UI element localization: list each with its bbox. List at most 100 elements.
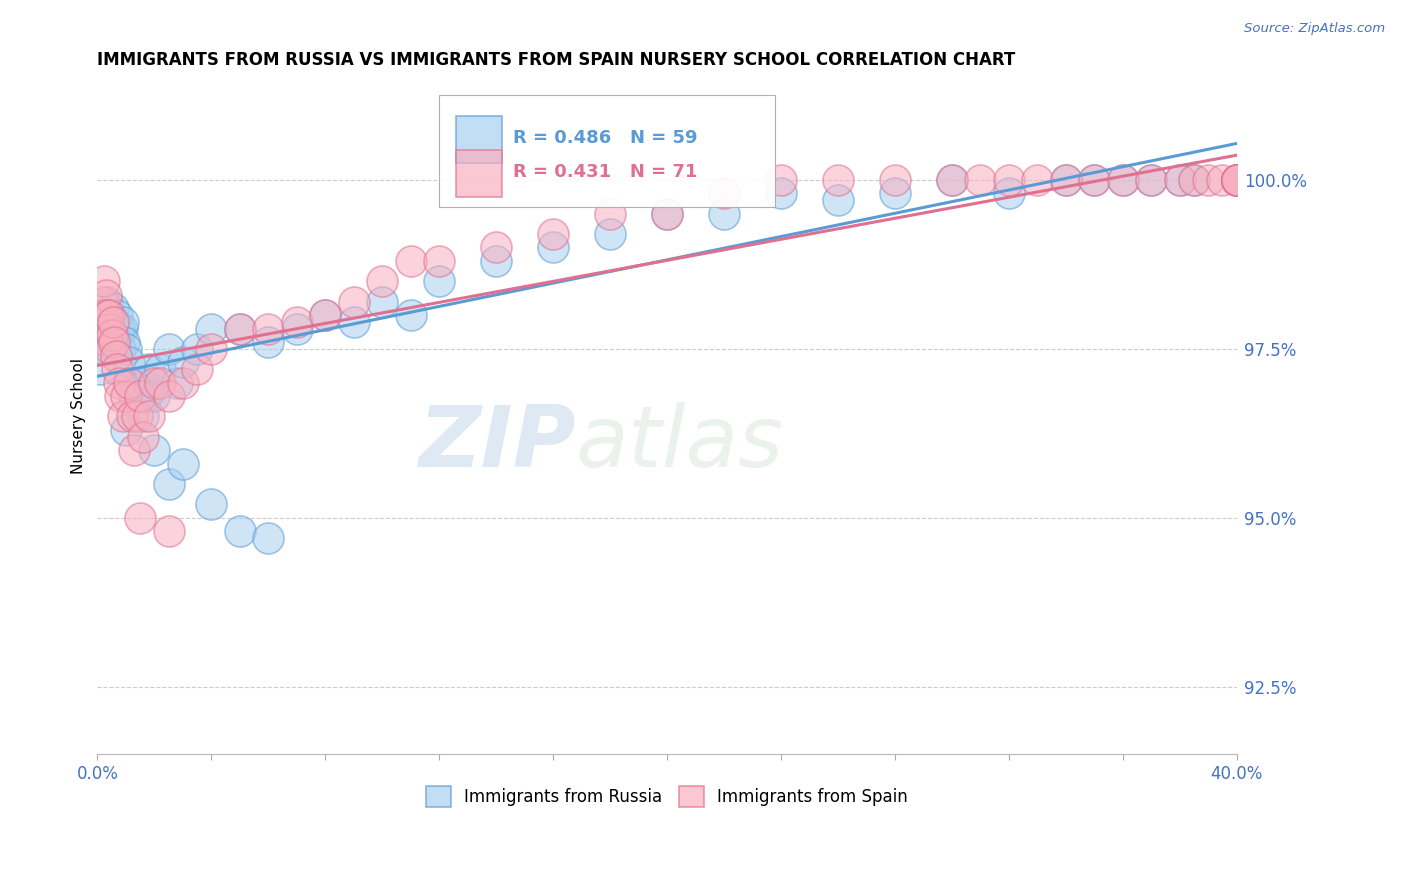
Point [399, 308, 422, 322]
Text: atlas: atlas [576, 402, 785, 485]
Point [1211, 173, 1233, 187]
Point [107, 376, 129, 390]
Point [1140, 173, 1163, 187]
Point [143, 376, 166, 390]
Point [371, 294, 394, 309]
Point [229, 321, 252, 335]
Point [1026, 173, 1049, 187]
Point [132, 430, 155, 444]
Point [1226, 173, 1249, 187]
Point [1182, 173, 1205, 187]
Point [485, 254, 508, 268]
Point [1226, 173, 1249, 187]
Point [257, 531, 280, 545]
Point [127, 409, 149, 424]
Point [89, 308, 111, 322]
Point [1054, 173, 1077, 187]
Text: Source: ZipAtlas.com: Source: ZipAtlas.com [1244, 22, 1385, 36]
Point [90, 321, 112, 335]
Point [103, 315, 125, 329]
Point [1226, 173, 1249, 187]
Point [111, 409, 134, 424]
Point [186, 362, 208, 376]
Point [229, 321, 252, 335]
Point [1168, 173, 1191, 187]
Point [713, 207, 735, 221]
Point [93, 274, 115, 288]
Point [427, 254, 450, 268]
Point [90, 321, 112, 335]
Point [96, 308, 118, 322]
Point [655, 207, 678, 221]
Point [655, 207, 678, 221]
Point [118, 376, 141, 390]
Point [114, 342, 136, 356]
Point [769, 186, 792, 201]
Point [97, 334, 120, 349]
Point [105, 362, 128, 376]
Point [941, 173, 963, 187]
Point [157, 342, 180, 356]
Point [827, 193, 849, 207]
Point [541, 240, 564, 254]
Point [118, 355, 141, 369]
Point [343, 315, 366, 329]
Point [114, 423, 136, 437]
Point [541, 227, 564, 241]
Point [229, 524, 252, 539]
Point [157, 389, 180, 403]
Point [257, 321, 280, 335]
Point [96, 321, 118, 335]
Point [1083, 173, 1105, 187]
Point [107, 321, 129, 335]
Point [200, 342, 222, 356]
Point [157, 477, 180, 491]
Point [172, 355, 194, 369]
Point [1168, 173, 1191, 187]
Point [143, 443, 166, 458]
Point [138, 409, 160, 424]
Point [103, 334, 125, 349]
Point [93, 342, 115, 356]
Point [141, 383, 163, 397]
Point [101, 301, 124, 316]
Point [108, 342, 131, 356]
Point [91, 294, 114, 309]
Point [138, 362, 160, 376]
Point [96, 294, 118, 309]
Point [200, 497, 222, 511]
Text: IMMIGRANTS FROM RUSSIA VS IMMIGRANTS FROM SPAIN NURSERY SCHOOL CORRELATION CHART: IMMIGRANTS FROM RUSSIA VS IMMIGRANTS FRO… [97, 51, 1015, 69]
Point [105, 308, 128, 322]
Point [132, 409, 155, 424]
Point [135, 389, 157, 403]
Point [91, 308, 114, 322]
Point [166, 376, 188, 390]
Point [186, 342, 208, 356]
Point [399, 254, 422, 268]
Point [883, 186, 905, 201]
Point [172, 376, 194, 390]
Point [94, 308, 117, 322]
Point [1226, 173, 1249, 187]
Point [827, 173, 849, 187]
Point [257, 334, 280, 349]
Point [713, 186, 735, 201]
FancyBboxPatch shape [456, 116, 502, 163]
Point [285, 321, 308, 335]
Point [485, 240, 508, 254]
Point [1112, 173, 1135, 187]
Point [94, 315, 117, 329]
Point [127, 383, 149, 397]
Legend: Immigrants from Russia, Immigrants from Spain: Immigrants from Russia, Immigrants from … [419, 780, 915, 814]
Point [93, 315, 115, 329]
Point [343, 294, 366, 309]
Point [314, 308, 336, 322]
Point [101, 315, 124, 329]
Point [314, 308, 336, 322]
Point [200, 321, 222, 335]
Point [149, 362, 172, 376]
Point [998, 173, 1021, 187]
Point [1226, 173, 1249, 187]
FancyBboxPatch shape [456, 150, 502, 197]
Point [427, 274, 450, 288]
